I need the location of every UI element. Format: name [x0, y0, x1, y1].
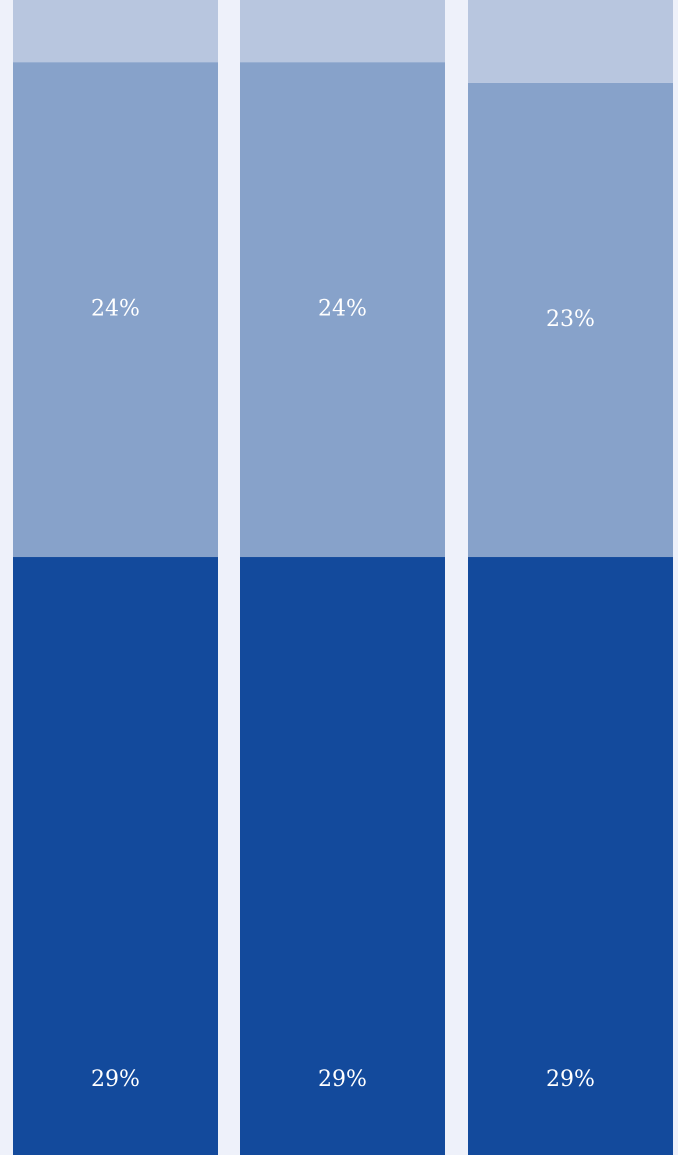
- data-label-series1-bar1: 29%: [91, 1067, 140, 1092]
- bar-segment-series1-bar3: [468, 557, 673, 1155]
- data-label-series2-bar1: 24%: [91, 297, 140, 322]
- bar-segment-series3-bar2: [240, 0, 445, 63]
- data-label-series2-bar2: 24%: [318, 297, 367, 322]
- data-label-series1-bar3: 29%: [546, 1067, 595, 1092]
- bar-segment-series1-bar2: [240, 557, 445, 1155]
- bar-segment-series3-bar1: [13, 0, 218, 63]
- bar-segment-series2-bar1: [13, 62, 218, 558]
- bar-segment-series1-bar1: [13, 557, 218, 1155]
- bar-segment-series2-bar3: [468, 82, 673, 558]
- bar-segment-series3-bar3: [468, 0, 673, 83]
- data-label-series1-bar2: 29%: [318, 1067, 367, 1092]
- labels-layer: 29%24%22%22%29%24%23%22%29%23%22%21%: [91, 297, 595, 1092]
- bars-layer: [13, 0, 673, 1155]
- data-label-series2-bar3: 23%: [546, 307, 595, 332]
- bar-segment-series2-bar2: [240, 62, 445, 558]
